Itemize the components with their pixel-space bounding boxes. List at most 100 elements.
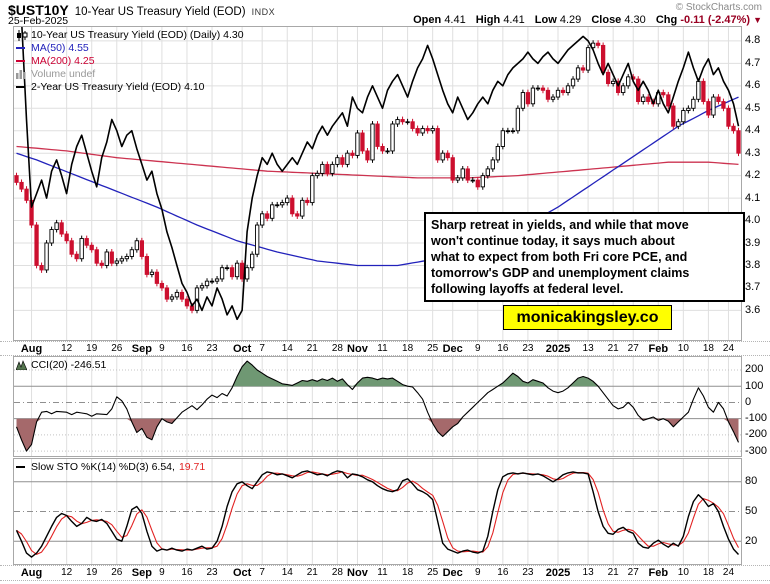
x-axis-day-label: 26: [111, 343, 123, 354]
x-axis-day-label: 12: [61, 567, 73, 578]
x-axis-day-label: 18: [402, 567, 414, 578]
cci-y-axis-label: -100: [745, 412, 768, 425]
x-axis-day-label: 10: [677, 343, 689, 354]
close-value: 4.30: [624, 14, 646, 26]
symbol-label: $UST10Y: [8, 2, 69, 18]
cci-legend-label: CCI(20) -246.51: [31, 359, 107, 371]
x-axis-day-label: 23: [206, 567, 218, 578]
x-axis-month-label: Dec: [442, 343, 463, 355]
ohlc-quote-bar: Open 4.41 High 4.41 Low 4.29 Close 4.30 …: [413, 14, 762, 26]
sto-line-swatch: [16, 466, 29, 468]
cci-y-axis-label: 0: [745, 395, 752, 408]
chg-value: -0.11 (-2.47%): [680, 14, 751, 26]
ma50-line-swatch: [16, 47, 29, 49]
x-axis-month-label: Dec: [442, 567, 463, 579]
price-y-axis-label: 4.5: [745, 101, 761, 114]
x-axis-day-label: 12: [61, 343, 73, 354]
legend-2y-label: 2-Year US Treasury Yield (EOD) 4.10: [31, 81, 205, 93]
price-y-axis-label: 4.4: [745, 124, 761, 137]
stochastic-panel: [13, 458, 742, 565]
x-axis-day-label: 21: [607, 343, 619, 354]
chart-date: 25-Feb-2025: [8, 15, 69, 27]
x-axis-day-label: 11: [377, 567, 388, 578]
volume-bars-icon: [16, 69, 29, 79]
legend-price-label: 10-Year US Treasury Yield (EOD) (Daily) …: [31, 29, 244, 41]
annotation-line: won't continue today, it says much about: [431, 234, 675, 248]
low-value: 4.29: [559, 14, 582, 26]
annotation-line: what to expect from both Fri core PCE, a…: [431, 250, 688, 264]
x-axis-day-label: 24: [722, 567, 735, 578]
x-axis-day-label: 16: [497, 343, 509, 354]
x-axis-day-label: 23: [206, 343, 218, 354]
x-axis-day-label: 24: [722, 343, 735, 354]
legend-row-volume: Volume undef: [16, 68, 244, 80]
price-y-axis-label: 4.0: [745, 214, 761, 227]
sto-y-axis-label: 20: [745, 534, 758, 547]
main-price-chart: [14, 27, 741, 340]
x-axis-mid: Aug 12 19 26 Sep 9 16 23 Oct 7 14 21 28 Nov 11 18 25 Dec 9…: [0, 341, 770, 356]
x-axis-month-label: Aug: [20, 343, 43, 355]
x-axis-month-label: Sep: [131, 567, 152, 579]
price-y-axis-label: 4.7: [745, 56, 761, 69]
sto-y-axis-label: 80: [745, 475, 758, 488]
x-axis-day-label: 7: [259, 343, 265, 354]
x-axis-day-label: 13: [582, 567, 594, 578]
price-y-axis-label: 4.2: [745, 169, 761, 182]
chg-down-triangle-icon: ▼: [753, 15, 762, 25]
x-axis-day-label: 25: [427, 567, 439, 578]
x-axis-month-label: Oct: [232, 343, 252, 355]
legend-ma50-label: MA(50) 4.55: [31, 42, 89, 54]
annotation-line: tomorrow's GDP and unemployment claims: [431, 266, 690, 280]
x-axis-day-label: 27: [627, 567, 639, 578]
x-axis-month-label: Feb: [648, 343, 669, 355]
legend-row-2y: 2-Year US Treasury Yield (EOD) 4.10: [16, 81, 244, 93]
main-chart-legend: 10-Year US Treasury Yield (EOD) (Daily) …: [16, 29, 244, 94]
legend-volume-label: Volume undef: [31, 68, 96, 80]
x-axis-bottom: Aug 12 19 26 Sep 9 16 23 Oct 7 14 21 28 Nov 11 18 25 Dec 9…: [0, 565, 770, 581]
y-axis-labels: 4.8 4.7 4.6 4.5 4.4 4.3 4.2 4.1 4.0 3.9 3.8 3.7 3.6 2…: [742, 0, 770, 584]
x-axis-day-label: 18: [402, 343, 414, 354]
stockcharts-copyright: © StockCharts.com: [675, 2, 762, 13]
x-axis-day-label: 9: [474, 567, 481, 578]
x-axis-day-label: 14: [281, 567, 293, 578]
x-axis-day-label: 16: [181, 343, 193, 354]
x-axis-day-label: 9: [474, 343, 481, 354]
ma200-line-swatch: [16, 60, 29, 62]
x-axis-day-label: 16: [497, 567, 509, 578]
area-chart-icon: [16, 360, 29, 370]
x-axis-day-label: 27: [627, 343, 639, 354]
monicakingsley-watermark: monicakingsley.co: [503, 305, 672, 330]
x-axis-month-label: Sep: [131, 343, 152, 355]
cci-y-axis-label: 100: [745, 379, 764, 392]
cci-panel: [13, 356, 742, 457]
exchange-label: INDX: [251, 7, 276, 17]
x-axis-day-label: 18: [702, 567, 714, 578]
x-axis-day-label: 25: [427, 343, 439, 354]
x-axis-day-label: 16: [181, 567, 193, 578]
low-label: Low: [534, 14, 557, 26]
x-axis-day-label: 23: [522, 343, 534, 354]
x-axis-day-label: 9: [159, 343, 165, 354]
sto-y-axis-label: 50: [745, 505, 758, 517]
x-axis-day-label: 28: [331, 343, 343, 354]
sto-legend-label: Slow STO %K(14) %D(3) 6.54,: [31, 461, 175, 473]
cci-y-axis-label: -300: [745, 444, 768, 457]
cci-y-axis-label: 200: [745, 363, 764, 376]
legend-row-ma50: MA(50) 4.55: [16, 42, 244, 54]
sto-legend: Slow STO %K(14) %D(3) 6.54, 19.71: [16, 461, 205, 474]
open-label: Open: [413, 14, 442, 26]
x-axis-day-label: 26: [111, 567, 123, 578]
candlestick-icon: [16, 29, 29, 41]
price-y-axis-label: 4.6: [745, 79, 761, 92]
high-label: High: [475, 14, 501, 26]
x-axis-month-label: Feb: [648, 567, 669, 579]
chart-header: $UST10Y 10-Year US Treasury Yield (EOD) …: [8, 2, 275, 18]
x-axis-month-label: Nov: [347, 567, 368, 579]
price-y-axis-label: 4.8: [745, 34, 761, 47]
x-axis-day-label: 9: [159, 567, 165, 578]
stochastic-indicator-chart: [14, 459, 741, 564]
price-y-axis-label: 3.6: [745, 303, 761, 316]
x-axis-month-label: Aug: [20, 567, 43, 579]
legend-ma200-label: MA(200) 4.25: [31, 55, 95, 67]
x-axis-day-label: 14: [281, 343, 293, 354]
